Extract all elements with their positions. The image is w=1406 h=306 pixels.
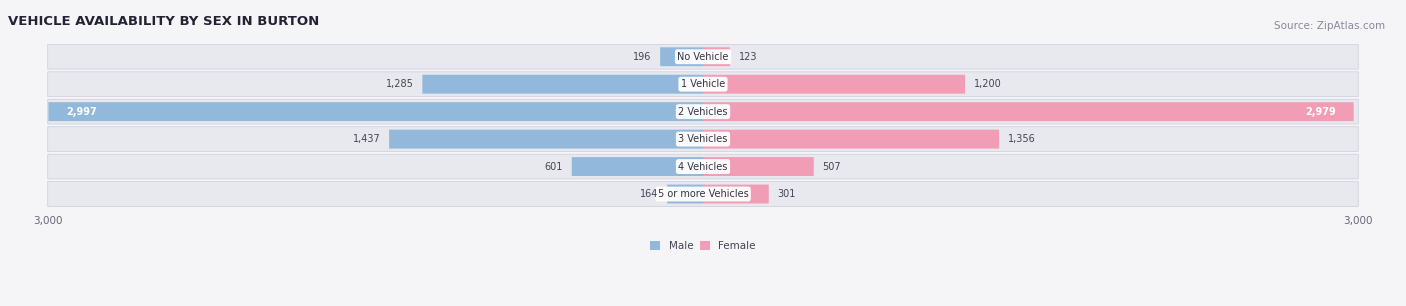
Text: 1 Vehicle: 1 Vehicle [681,79,725,89]
Text: Source: ZipAtlas.com: Source: ZipAtlas.com [1274,21,1385,32]
Text: VEHICLE AVAILABILITY BY SEX IN BURTON: VEHICLE AVAILABILITY BY SEX IN BURTON [8,15,319,28]
FancyBboxPatch shape [422,75,703,94]
Text: 4 Vehicles: 4 Vehicles [678,162,728,172]
FancyBboxPatch shape [703,102,1354,121]
Text: 2,979: 2,979 [1305,107,1336,117]
Text: 1,285: 1,285 [385,79,413,89]
FancyBboxPatch shape [48,99,1358,124]
FancyBboxPatch shape [389,130,703,148]
Legend: Male, Female: Male, Female [645,237,761,255]
Text: No Vehicle: No Vehicle [678,52,728,62]
Text: 1,356: 1,356 [1008,134,1036,144]
FancyBboxPatch shape [703,47,730,66]
Text: 3 Vehicles: 3 Vehicles [678,134,728,144]
Text: 1,200: 1,200 [974,79,1001,89]
Text: 5 or more Vehicles: 5 or more Vehicles [658,189,748,199]
Text: 123: 123 [738,52,756,62]
FancyBboxPatch shape [703,75,965,94]
FancyBboxPatch shape [48,182,1358,206]
FancyBboxPatch shape [48,127,1358,151]
FancyBboxPatch shape [703,130,1000,148]
FancyBboxPatch shape [668,185,703,203]
FancyBboxPatch shape [703,185,769,203]
FancyBboxPatch shape [703,157,814,176]
Text: 301: 301 [778,189,796,199]
FancyBboxPatch shape [661,47,703,66]
Text: 164: 164 [640,189,658,199]
FancyBboxPatch shape [48,44,1358,69]
Text: 601: 601 [544,162,562,172]
FancyBboxPatch shape [48,154,1358,179]
Text: 2,997: 2,997 [66,107,97,117]
Text: 196: 196 [633,52,651,62]
Text: 2 Vehicles: 2 Vehicles [678,107,728,117]
FancyBboxPatch shape [572,157,703,176]
Text: 507: 507 [823,162,841,172]
FancyBboxPatch shape [48,102,703,121]
FancyBboxPatch shape [48,72,1358,97]
Text: 1,437: 1,437 [353,134,381,144]
